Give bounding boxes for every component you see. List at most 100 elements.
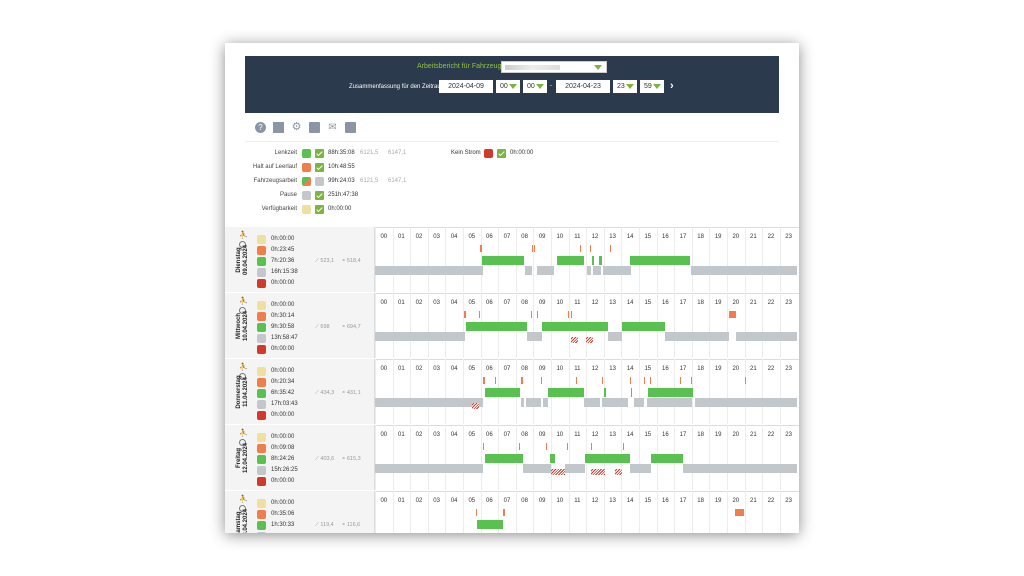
activity-segment[interactable] — [623, 443, 624, 450]
activity-segment[interactable] — [551, 469, 565, 475]
activity-segment[interactable] — [586, 337, 593, 343]
activity-segment[interactable] — [650, 377, 651, 384]
day-timeline[interactable]: 00 01 02 03 04 05 06 07 08 09 10 11 12 13 14 15 16 17 18 19… — [375, 359, 797, 424]
activity-segment[interactable] — [550, 454, 555, 463]
pause-checkbox[interactable] — [315, 191, 324, 200]
activity-segment[interactable] — [631, 388, 632, 397]
day-timeline[interactable]: 00 01 02 03 04 05 06 07 08 09 10 11 12 13 14 15 16 17 18 19… — [375, 425, 797, 490]
activity-segment[interactable] — [630, 377, 631, 384]
activity-segment[interactable] — [477, 520, 503, 529]
activity-segment[interactable] — [630, 464, 651, 473]
activity-segment[interactable] — [571, 337, 578, 343]
chevron-right-icon[interactable]: › — [670, 80, 674, 92]
document-icon[interactable] — [309, 122, 320, 133]
activity-segment[interactable] — [593, 266, 601, 275]
activity-segment[interactable] — [541, 377, 542, 384]
activity-segment[interactable] — [580, 245, 581, 252]
activity-segment[interactable] — [537, 311, 538, 318]
activity-segment[interactable] — [527, 332, 542, 341]
day-timeline[interactable]: 00 01 02 03 04 05 06 07 08 09 10 11 12 13 14 15 16 17 18 19… — [375, 293, 797, 358]
activity-segment[interactable] — [519, 443, 520, 450]
activity-segment[interactable] — [683, 464, 797, 473]
activity-segment[interactable] — [472, 403, 479, 409]
activity-segment[interactable] — [567, 443, 568, 450]
activity-segment[interactable] — [548, 388, 584, 397]
mail-icon[interactable]: ✉ — [328, 122, 337, 133]
activity-segment[interactable] — [534, 245, 535, 252]
activity-segment[interactable] — [603, 266, 631, 275]
activity-segment[interactable] — [602, 398, 628, 407]
activity-segment[interactable] — [565, 464, 585, 473]
activity-segment[interactable] — [526, 398, 541, 407]
minute-to-select[interactable]: 59 — [640, 80, 664, 93]
verfuegbarkeit-checkbox[interactable] — [315, 205, 324, 214]
activity-segment[interactable] — [521, 398, 524, 407]
activity-segment[interactable] — [482, 256, 524, 265]
activity-segment[interactable] — [590, 245, 591, 252]
activity-segment[interactable] — [735, 509, 744, 516]
halt-checkbox[interactable] — [315, 163, 324, 172]
activity-segment[interactable] — [602, 377, 603, 384]
activity-segment[interactable] — [485, 454, 523, 463]
activity-segment[interactable] — [543, 398, 548, 407]
help-icon[interactable]: ? — [255, 122, 266, 133]
activity-segment[interactable] — [532, 245, 533, 252]
activity-segment[interactable] — [647, 398, 692, 407]
activity-segment[interactable] — [584, 398, 600, 407]
activity-segment[interactable] — [680, 377, 681, 384]
activity-segment[interactable] — [464, 311, 466, 318]
gear-icon[interactable]: ⚙ — [291, 121, 302, 133]
activity-segment[interactable] — [585, 454, 630, 463]
activity-segment[interactable] — [476, 509, 477, 516]
activity-segment[interactable] — [375, 332, 465, 341]
export-icon[interactable] — [345, 122, 356, 133]
activity-segment[interactable] — [525, 266, 532, 275]
activity-segment[interactable] — [691, 377, 692, 384]
activity-segment[interactable] — [736, 332, 797, 341]
activity-segment[interactable] — [576, 377, 577, 384]
kein-strom-checkbox[interactable] — [497, 149, 506, 158]
activity-segment[interactable] — [542, 322, 608, 331]
activity-segment[interactable] — [695, 398, 797, 407]
lenkzeit-checkbox[interactable] — [315, 149, 324, 158]
minute-from-select[interactable]: 00 — [523, 80, 547, 93]
activity-segment[interactable] — [483, 443, 484, 450]
activity-segment[interactable] — [591, 443, 592, 450]
activity-segment[interactable] — [557, 256, 584, 265]
activity-segment[interactable] — [571, 311, 572, 318]
activity-segment[interactable] — [592, 256, 594, 265]
activity-segment[interactable] — [522, 377, 523, 384]
activity-segment[interactable] — [604, 388, 606, 397]
activity-segment[interactable] — [587, 266, 591, 275]
activity-segment[interactable] — [485, 388, 520, 397]
activity-segment[interactable] — [634, 398, 644, 407]
activity-segment[interactable] — [479, 311, 480, 318]
activity-segment[interactable] — [479, 245, 482, 252]
activity-segment[interactable] — [521, 377, 522, 384]
activity-segment[interactable] — [615, 469, 622, 475]
activity-segment[interactable] — [503, 509, 505, 516]
activity-segment[interactable] — [537, 266, 554, 275]
activity-segment[interactable] — [648, 388, 693, 397]
activity-segment[interactable] — [651, 454, 683, 463]
activity-segment[interactable] — [610, 245, 611, 252]
hour-from-select[interactable]: 00 — [496, 80, 520, 93]
activity-segment[interactable] — [375, 266, 483, 275]
activity-segment[interactable] — [375, 398, 483, 407]
date-from-input[interactable]: 2024-04-09 — [439, 80, 493, 93]
vehicle-select[interactable] — [501, 61, 607, 73]
activity-segment[interactable] — [599, 256, 602, 265]
activity-segment[interactable] — [568, 311, 569, 318]
activity-segment[interactable] — [622, 322, 665, 331]
activity-segment[interactable] — [729, 311, 736, 318]
activity-segment[interactable] — [591, 469, 605, 475]
date-to-input[interactable]: 2024-04-23 — [556, 80, 610, 93]
activity-segment[interactable] — [745, 377, 746, 384]
activity-segment[interactable] — [608, 332, 622, 341]
hour-to-select[interactable]: 23 — [613, 80, 637, 93]
activity-segment[interactable] — [466, 322, 527, 331]
activity-segment[interactable] — [495, 377, 496, 384]
day-timeline[interactable]: 00 01 02 03 04 05 06 07 08 09 10 11 12 13 14 15 16 17 18 19… — [375, 491, 797, 533]
activity-segment[interactable] — [531, 311, 532, 318]
activity-segment[interactable] — [546, 443, 547, 450]
